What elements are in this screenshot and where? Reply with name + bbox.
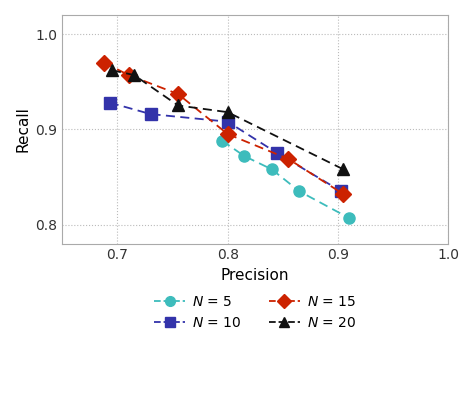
- X-axis label: Precision: Precision: [221, 268, 290, 283]
- Legend: $N$ = 5, $N$ = 10, $N$ = 15, $N$ = 20: $N$ = 5, $N$ = 10, $N$ = 15, $N$ = 20: [149, 290, 362, 335]
- Y-axis label: Recall: Recall: [15, 106, 30, 152]
